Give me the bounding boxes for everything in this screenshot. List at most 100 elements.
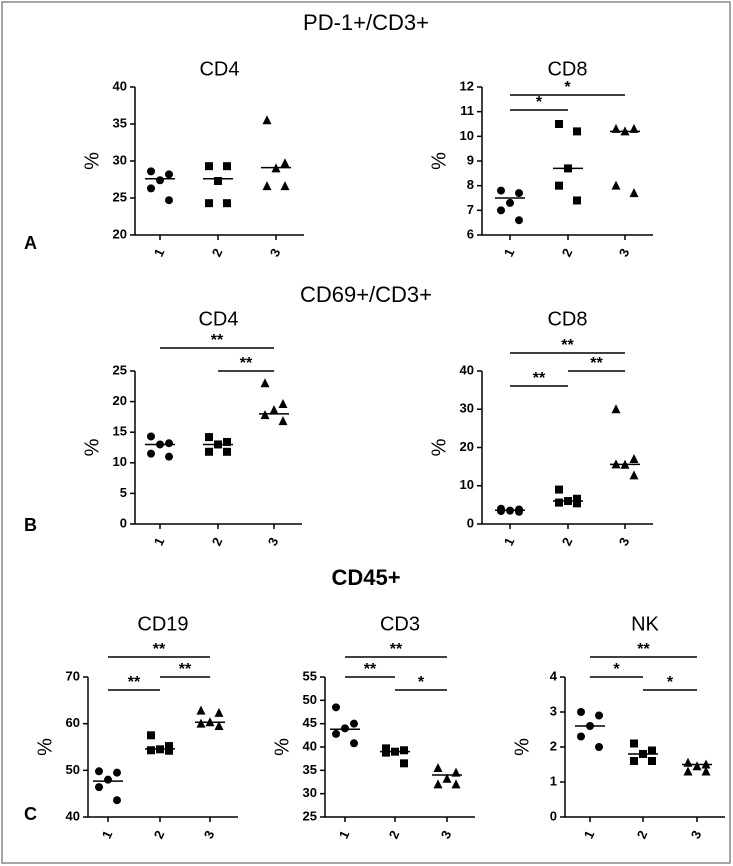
y-tick-label: 7 <box>467 202 474 217</box>
data-point <box>555 485 563 494</box>
significance-label: ** <box>561 337 574 354</box>
significance-label: * <box>536 94 543 111</box>
x-tick-label: 2 <box>559 246 576 259</box>
y-tick-label: 45 <box>303 715 317 730</box>
x-tick-label: 2 <box>209 535 226 548</box>
chart-title: CD19 <box>137 613 188 635</box>
panel-label: B <box>24 515 37 535</box>
data-point <box>497 186 505 195</box>
data-point <box>555 181 563 190</box>
data-point <box>683 766 693 776</box>
data-point <box>205 447 213 456</box>
y-tick-label: 40 <box>113 78 127 93</box>
y-axis-label: % <box>428 438 450 456</box>
data-point <box>595 743 603 751</box>
data-point <box>95 767 103 776</box>
data-point <box>382 744 390 753</box>
chart-title: CD4 <box>199 58 239 80</box>
y-tick-label: 60 <box>66 715 80 730</box>
data-point <box>260 378 270 388</box>
y-tick-label: 1 <box>550 773 557 788</box>
data-point <box>147 167 155 176</box>
y-tick-label: 20 <box>460 439 474 454</box>
x-tick-label: 1 <box>151 246 168 259</box>
data-point <box>350 719 358 728</box>
x-tick-label: 2 <box>151 828 168 841</box>
data-point <box>630 739 638 748</box>
data-point <box>400 759 408 768</box>
y-tick-label: 0 <box>467 515 474 530</box>
significance-label: ** <box>179 661 192 678</box>
data-point <box>433 779 443 789</box>
panel-label: A <box>24 233 37 253</box>
data-point <box>683 757 693 767</box>
y-tick-label: 15 <box>113 424 127 439</box>
data-point <box>515 216 523 225</box>
x-tick-label: 1 <box>151 535 168 548</box>
y-tick-label: 10 <box>460 128 474 143</box>
data-point <box>515 507 523 516</box>
x-tick-label: 3 <box>267 246 284 259</box>
y-tick-label: 25 <box>113 362 127 377</box>
y-tick-label: 9 <box>467 152 474 167</box>
chart-title: CD3 <box>380 613 420 635</box>
data-point <box>214 707 224 717</box>
significance-label: ** <box>590 355 603 372</box>
data-point <box>451 779 461 789</box>
x-tick-label: 2 <box>209 246 226 259</box>
data-point <box>341 724 349 733</box>
data-point <box>196 705 206 715</box>
significance-label: * <box>418 674 425 691</box>
y-tick-label: 20 <box>113 226 127 241</box>
data-point <box>577 732 585 741</box>
significance-label: ** <box>153 641 166 658</box>
y-tick-label: 40 <box>303 738 317 753</box>
y-tick-label: 6 <box>467 226 474 241</box>
data-point <box>223 447 231 456</box>
x-tick-label: 1 <box>501 246 518 259</box>
significance-label: * <box>564 79 571 96</box>
y-tick-label: 25 <box>303 808 317 823</box>
y-tick-label: 35 <box>303 762 317 777</box>
data-point <box>223 199 231 208</box>
significance-label: ** <box>533 370 546 387</box>
data-point <box>278 416 288 426</box>
chart-title: CD8 <box>547 58 587 80</box>
y-tick-label: 55 <box>303 668 317 683</box>
data-point <box>555 120 563 128</box>
significance-label: ** <box>240 355 253 372</box>
data-point <box>205 433 213 442</box>
data-point <box>196 718 206 728</box>
data-point <box>147 184 155 193</box>
data-point <box>692 761 702 771</box>
y-tick-label: 50 <box>66 762 80 777</box>
chart-title: CD4 <box>198 308 238 330</box>
section-title: PD-1+/CD3+ <box>303 10 429 35</box>
significance-label: * <box>613 661 620 678</box>
data-point <box>205 199 213 208</box>
y-tick-label: 8 <box>467 177 474 192</box>
data-point <box>573 127 581 136</box>
y-tick-label: 10 <box>113 454 127 469</box>
x-tick-label: 2 <box>559 535 576 548</box>
y-tick-label: 20 <box>113 393 127 408</box>
data-point <box>147 432 155 441</box>
data-point <box>165 746 173 755</box>
data-point <box>214 176 222 185</box>
x-tick-label: 3 <box>616 246 633 259</box>
data-point <box>629 453 639 463</box>
x-tick-label: 3 <box>438 828 455 841</box>
x-tick-label: 1 <box>581 828 598 841</box>
x-tick-label: 2 <box>386 828 403 841</box>
data-point <box>701 766 711 776</box>
data-point <box>577 708 585 716</box>
data-point <box>147 449 155 458</box>
data-point <box>400 746 408 755</box>
x-tick-label: 1 <box>99 828 116 841</box>
significance-label: * <box>667 674 674 691</box>
x-tick-label: 3 <box>201 828 218 841</box>
data-point <box>262 181 272 191</box>
data-point <box>433 763 443 772</box>
data-point <box>113 768 121 777</box>
data-point <box>205 162 213 171</box>
